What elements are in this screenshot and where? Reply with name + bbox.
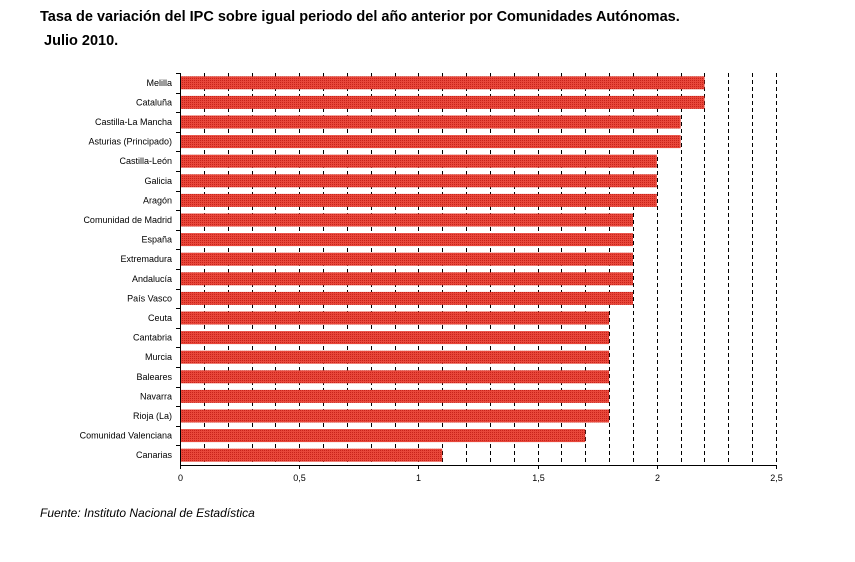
- x-tick-label: 1,5: [532, 473, 545, 483]
- category-label: Asturias (Principado): [88, 137, 172, 147]
- bar: [180, 429, 586, 443]
- bar: [180, 213, 633, 227]
- bar: [180, 331, 610, 345]
- chart-title-line-2: Julio 2010.: [40, 33, 119, 49]
- category-label: Melilla: [146, 78, 172, 88]
- x-tick-label: 1: [416, 473, 421, 483]
- chart-title-line-1: Tasa de variación del IPC sobre igual pe…: [40, 9, 680, 25]
- source-note: Fuente: Instituto Nacional de Estadístic…: [40, 506, 255, 520]
- category-label: Andalucía: [132, 274, 172, 284]
- category-label: Rioja (La): [133, 411, 172, 421]
- bar: [180, 448, 443, 462]
- bar: [180, 233, 633, 247]
- category-label: País Vasco: [127, 293, 172, 303]
- x-tick-label: 0,5: [293, 473, 306, 483]
- bar: [180, 272, 633, 286]
- category-label: Extremadura: [120, 254, 172, 264]
- bar: [180, 291, 633, 305]
- category-label: España: [141, 235, 172, 245]
- x-tick-label: 2: [655, 473, 660, 483]
- category-label: Comunidad Valenciana: [80, 431, 172, 441]
- category-label: Canarias: [136, 450, 173, 460]
- bar: [180, 252, 633, 266]
- category-label: Comunidad de Madrid: [83, 215, 172, 225]
- chart-title: Tasa de variación del IPC sobre igual pe…: [40, 5, 680, 53]
- bar: [180, 409, 610, 423]
- category-label: Galicia: [144, 176, 172, 186]
- category-label: Navarra: [140, 391, 172, 401]
- x-tick-label: 0: [178, 473, 183, 483]
- category-label: Ceuta: [148, 313, 172, 323]
- category-label: Cataluña: [136, 97, 172, 107]
- bar: [180, 370, 610, 384]
- bar: [180, 311, 610, 325]
- category-label: Cantabria: [133, 333, 172, 343]
- category-label: Baleares: [136, 372, 172, 382]
- category-label: Castilla-La Mancha: [95, 117, 172, 127]
- bar: [180, 174, 657, 188]
- category-label: Aragón: [143, 195, 172, 205]
- x-tick-label: 2,5: [770, 473, 783, 483]
- bar: [180, 350, 610, 364]
- bar: [180, 115, 681, 129]
- category-label: Murcia: [145, 352, 172, 362]
- bar: [180, 95, 705, 109]
- bar: [180, 193, 657, 207]
- category-label: Castilla-León: [119, 156, 172, 166]
- bar: [180, 135, 681, 149]
- bar: [180, 389, 610, 403]
- bar: [180, 76, 705, 90]
- bar: [180, 154, 657, 168]
